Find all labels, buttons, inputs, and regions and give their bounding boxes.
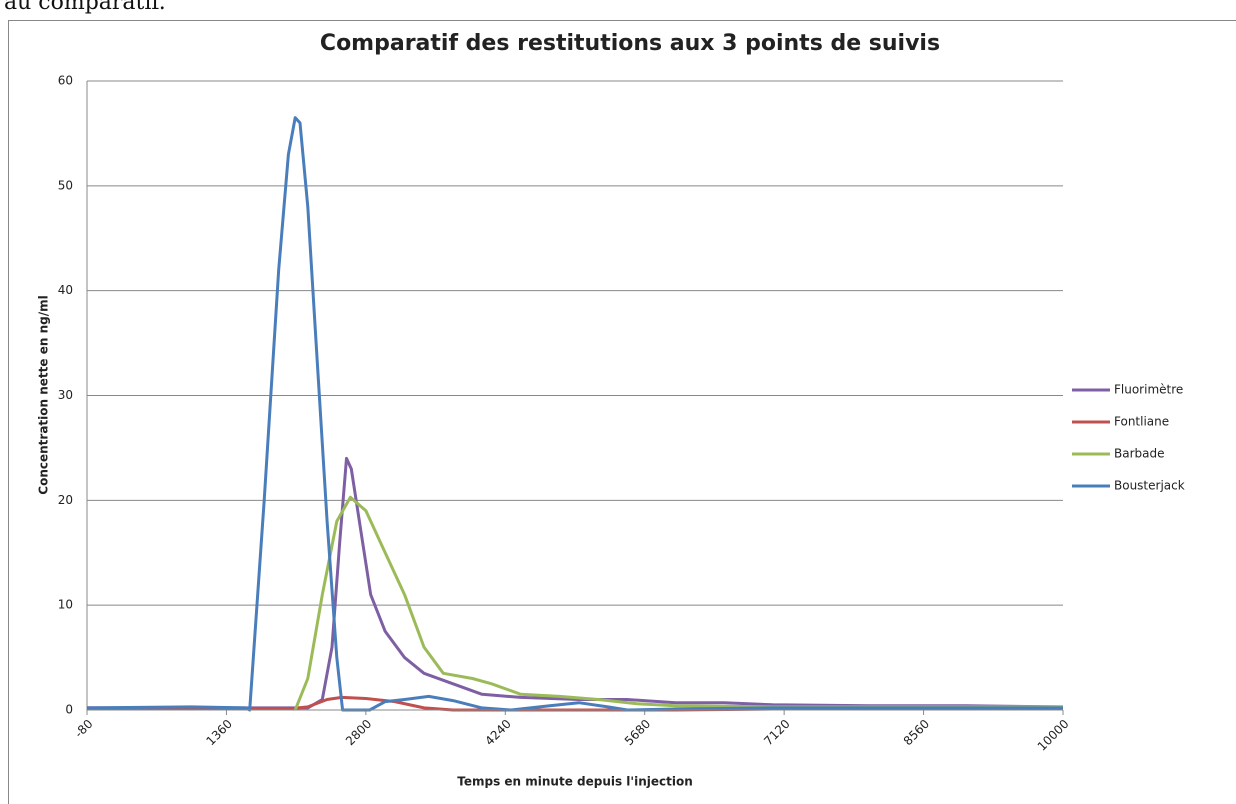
y-tick-label: 40	[58, 283, 73, 297]
line-series	[87, 456, 1064, 710]
x-tick-label: -80	[72, 717, 96, 741]
y-tick-label: 60	[58, 74, 73, 88]
document-text: au comparatif.	[4, 0, 166, 15]
x-tick-label: 5680	[622, 717, 653, 748]
x-tick-label: 1360	[204, 717, 235, 748]
chart-border	[8, 20, 1236, 804]
x-tick-label: 8560	[901, 717, 932, 748]
x-tick-label: 7120	[761, 717, 792, 748]
y-axis-title: Concentration nette en ng/ml	[37, 295, 51, 494]
y-tick-label: 20	[58, 493, 73, 507]
line-series	[86, 116, 1063, 712]
y-tick-label: 10	[58, 598, 73, 612]
chart-title: Comparatif des restitutions aux 3 points…	[320, 31, 940, 56]
y-tick-label: 30	[58, 388, 73, 402]
legend-label: Fontliane	[1114, 415, 1169, 429]
line-series	[293, 495, 1063, 711]
legend-label: Bousterjack	[1114, 479, 1185, 493]
x-tick-label: 4240	[482, 717, 513, 748]
y-tick-label: 50	[58, 178, 73, 192]
x-tick-label: 2800	[343, 717, 374, 748]
y-tick-label: 0	[65, 703, 73, 717]
x-tick-label: 10000	[1035, 717, 1072, 754]
x-axis-title: Temps en minute depuis l'injection	[457, 775, 693, 789]
legend-label: Barbade	[1114, 447, 1165, 461]
legend-label: Fluorimètre	[1114, 383, 1183, 397]
